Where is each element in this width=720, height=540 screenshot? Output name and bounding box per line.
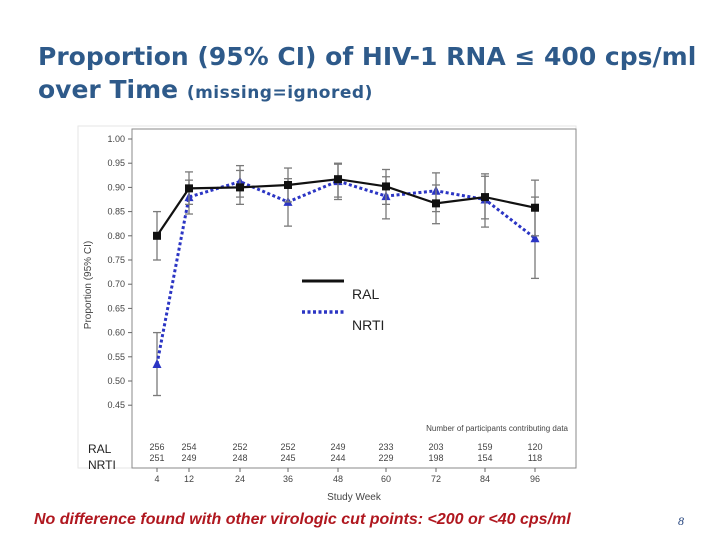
legend-label-nrti: NRTI: [352, 317, 384, 333]
x-tick-label: 12: [184, 474, 194, 484]
ral-point: [531, 203, 539, 212]
ral-point: [153, 231, 161, 240]
ral-point: [185, 184, 193, 193]
legend-label-ral: RAL: [352, 286, 379, 302]
ral-point: [432, 199, 440, 208]
footnote: No difference found with other virologic…: [34, 511, 571, 528]
participant-count-ral: 256: [149, 442, 164, 452]
x-tick-label: 24: [235, 474, 245, 484]
x-tick-label: 96: [530, 474, 540, 484]
legend: RAL NRTI: [300, 262, 428, 333]
participant-count-ral: 252: [280, 442, 295, 452]
x-axis: 4 12 24 36 48 60 72 84 96 Study Week: [154, 468, 540, 503]
y-tick-label: 0.55: [107, 352, 125, 362]
participant-count-nrti: 251: [149, 453, 164, 463]
participant-count-ral: 203: [428, 442, 443, 452]
y-tick-label: 0.50: [107, 376, 125, 386]
participant-count-nrti: 244: [330, 453, 345, 463]
y-tick-label: 0.90: [107, 182, 125, 192]
ral-point: [481, 193, 489, 202]
participant-count-ral: 252: [232, 442, 247, 452]
page-number: 8: [678, 514, 684, 528]
participant-count-ral: 159: [477, 442, 492, 452]
y-tick-label: 0.60: [107, 328, 125, 338]
ral-point: [334, 175, 342, 184]
ral-point: [236, 183, 244, 192]
ral-point: [382, 182, 390, 191]
participant-count-nrti: 154: [477, 453, 492, 463]
y-axis: 1.00 0.95 0.90 0.85 0.80 0.75 0.70 0.65 0.60 0.55…: [83, 134, 132, 410]
plot-area: [131, 128, 577, 469]
y-tick-label: 0.85: [107, 207, 125, 217]
participant-count-ral: 233: [378, 442, 393, 452]
title-main: Proportion (95% CI) of HIV-1 RNA ≤ 400 c…: [38, 42, 697, 104]
y-tick-label: 1.00: [107, 134, 125, 144]
participant-count-ral: 249: [330, 442, 345, 452]
x-tick-label: 48: [333, 474, 343, 484]
x-tick-label: 84: [480, 474, 490, 484]
participant-counts: Number of participants contributing data…: [149, 424, 568, 463]
y-tick-label: 0.45: [107, 400, 125, 410]
x-axis-label: Study Week: [327, 492, 382, 503]
slide-title: Proportion (95% CI) of HIV-1 RNA ≤ 400 c…: [38, 40, 708, 110]
participants-caption: Number of participants contributing data: [426, 424, 568, 433]
title-subtitle: (missing=ignored): [186, 83, 373, 103]
y-tick-label: 0.65: [107, 303, 125, 313]
participant-count-ral: 120: [527, 442, 542, 452]
y-tick-label: 0.95: [107, 158, 125, 168]
participant-count-ral: 254: [181, 442, 196, 452]
series-layer: [152, 162, 540, 397]
nrti-point: [152, 359, 162, 369]
x-tick-label: 36: [283, 474, 293, 484]
participant-count-nrti: 249: [181, 453, 196, 463]
participant-count-nrti: 118: [528, 453, 542, 463]
participant-count-nrti: 229: [378, 453, 393, 463]
legend-background: [300, 262, 428, 332]
y-tick-label: 0.75: [107, 255, 125, 265]
row-label-nrti: NRTI: [88, 458, 116, 472]
participant-count-nrti: 198: [428, 453, 443, 463]
nrti-point: [530, 233, 540, 243]
row-label-ral: RAL: [88, 442, 112, 456]
x-tick-label: 4: [154, 474, 159, 484]
participant-count-nrti: 248: [232, 453, 247, 463]
nrti-series-line: [155, 179, 536, 365]
x-tick-label: 72: [431, 474, 441, 484]
y-tick-label: 0.70: [107, 279, 125, 289]
x-tick-label: 60: [381, 474, 391, 484]
participant-count-nrti: 245: [280, 453, 295, 463]
ral-point: [284, 180, 292, 189]
y-axis-label: Proportion (95% CI): [83, 241, 94, 329]
y-tick-label: 0.80: [107, 231, 125, 241]
